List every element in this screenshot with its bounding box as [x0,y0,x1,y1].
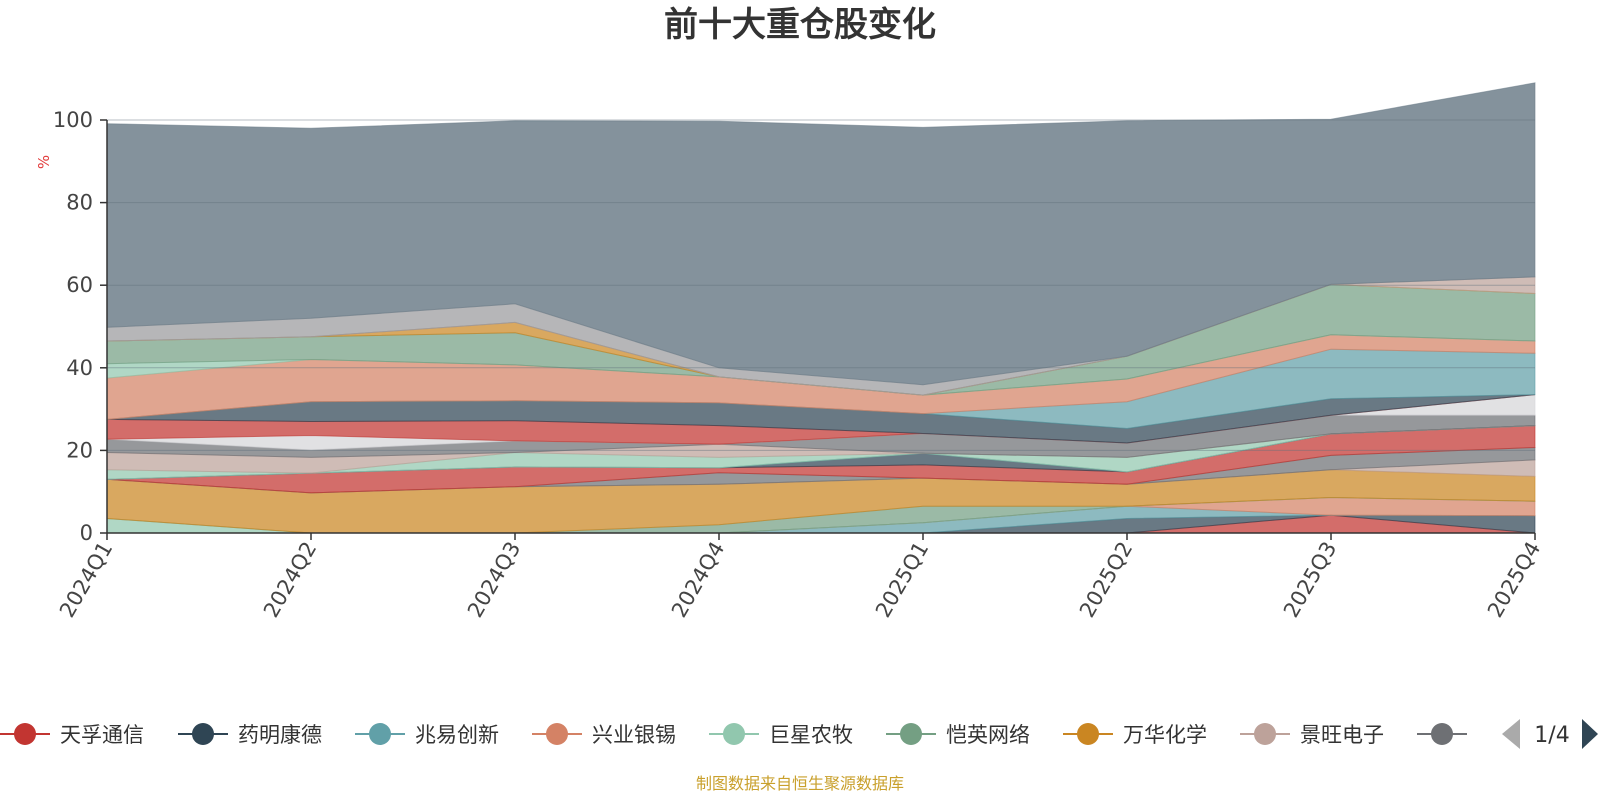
legend-item[interactable]: 恺英网络 [886,723,1030,747]
legend-marker-icon [1254,723,1276,745]
x-tick-label: 2025Q3 [1279,538,1341,622]
triangle-right-icon[interactable] [1582,719,1598,749]
legend-label: 天孚通信 [60,723,144,747]
x-tick-label: 2025Q2 [1075,538,1137,622]
legend-item[interactable]: 巨星农牧 [709,723,853,747]
legend-label: 药明康德 [238,723,322,747]
legend-clip [1483,712,1503,758]
legend: 天孚通信 药明康德 兆易创新 兴业银锡 巨星农牧 恺英网络 万华化学 景旺电子 1/4 [0,712,1598,758]
y-tick-label: 20 [66,438,93,462]
y-tick-label: 80 [66,191,93,215]
chart-title: 前十大重仓股变化 [664,5,936,45]
legend-page-indicator: 1/4 [1534,723,1569,748]
legend-item[interactable]: 兆易创新 [355,723,499,747]
y-tick-label: 0 [80,521,93,545]
legend-marker-icon [900,723,922,745]
legend-item[interactable]: 万华化学 [1063,723,1207,747]
area-series-26 [106,82,1536,386]
legend-marker-icon [1431,723,1453,745]
legend-label: 万华化学 [1123,723,1207,747]
x-tick-label: 2024Q3 [463,538,525,622]
legend-label: 景旺电子 [1300,723,1384,747]
legend-item[interactable]: 药明康德 [178,723,322,747]
legend-label: 兴业银锡 [592,723,676,747]
legend-label: 巨星农牧 [769,723,853,747]
x-tick-label: 2025Q4 [1483,538,1545,622]
source-note: 制图数据来自恒生聚源数据库 [696,774,904,793]
legend-label: 恺英网络 [946,723,1030,747]
legend-item[interactable] [1417,723,1467,745]
legend-marker-icon [546,723,568,745]
y-tick-label: 100 [53,108,93,132]
grid-lines [107,119,1535,451]
legend-label: 兆易创新 [415,723,499,747]
y-axis-unit-label: % [35,155,53,169]
x-tick-label: 2024Q2 [259,538,321,622]
y-tick-label: 40 [66,356,93,380]
legend-marker-icon [14,723,36,745]
area-series-group [106,82,1536,534]
legend-item[interactable]: 兴业银锡 [532,723,676,747]
x-tick-label: 2024Q1 [55,538,117,622]
legend-marker-icon [192,723,214,745]
x-tick-label: 2025Q1 [871,538,933,622]
x-tick-label: 2024Q4 [667,538,729,622]
triangle-left-icon[interactable] [1502,719,1520,749]
legend-marker-icon [723,723,745,745]
legend-marker-icon [369,723,391,745]
legend-item[interactable]: 景旺电子 [1240,723,1384,747]
legend-marker-icon [1077,723,1099,745]
legend-item[interactable]: 天孚通信 [0,723,144,747]
y-tick-label: 60 [66,273,93,297]
